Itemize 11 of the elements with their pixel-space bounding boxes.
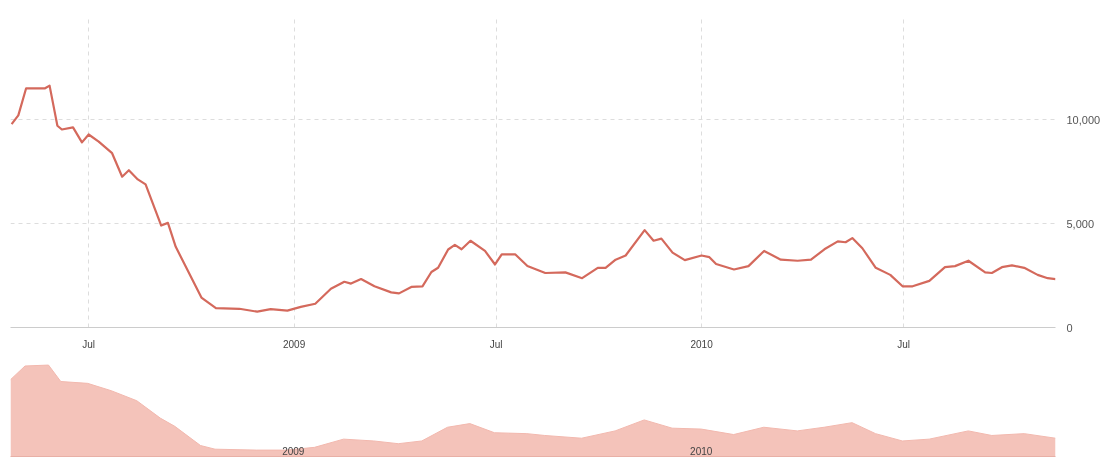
- x-tick-label: 2009: [282, 445, 305, 457]
- x-tick-label: 2009: [282, 338, 306, 350]
- x-tick-label: Jul: [897, 338, 911, 350]
- x-tick-label: Jul: [489, 338, 503, 350]
- y-tick-label: 10,000: [1066, 113, 1101, 126]
- x-tick-label: 2010: [690, 338, 714, 350]
- x-tick-label: Jul: [82, 338, 96, 350]
- line-series: [10, 84, 1056, 313]
- x-tick-label: 2010: [690, 445, 713, 457]
- y-tick-label: 0: [1066, 321, 1073, 334]
- y-tick-label: 5,000: [1066, 217, 1095, 230]
